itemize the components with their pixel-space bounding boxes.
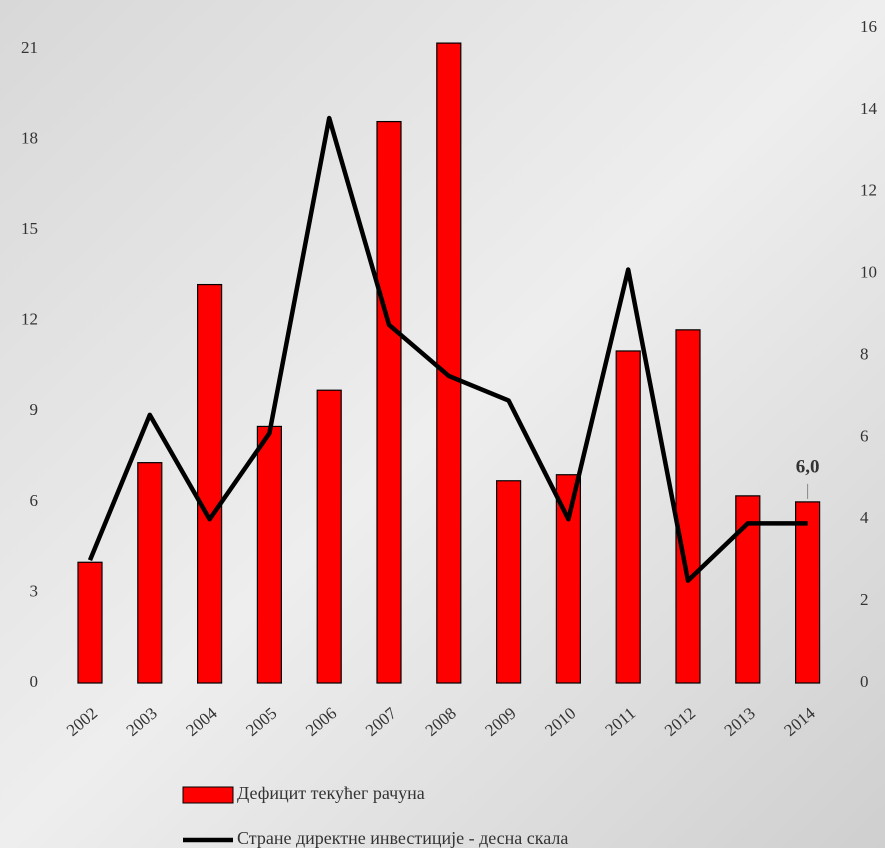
y2-tick-label: 4 [860, 508, 869, 527]
legend-label: Дефицит текућег рачуна [237, 783, 425, 803]
y-tick-label: 0 [30, 672, 39, 691]
bar [735, 495, 761, 684]
y2-tick-label: 10 [860, 263, 877, 282]
y-tick-label: 15 [21, 219, 38, 238]
bar [256, 425, 282, 684]
bar [555, 474, 582, 684]
line [87, 115, 808, 583]
y2-tick-label: 0 [860, 672, 869, 691]
value-label: 6,0 [796, 456, 820, 477]
bar [77, 561, 103, 684]
legend-swatch [182, 786, 234, 804]
y-tick-label: 18 [21, 129, 38, 148]
bar [615, 350, 641, 684]
bar [376, 120, 402, 684]
y2-tick-label: 2 [860, 590, 869, 609]
y2-tick-label: 8 [860, 344, 869, 363]
bar [794, 501, 821, 684]
y-tick-label: 6 [30, 491, 39, 510]
bar [675, 329, 701, 684]
y-tick-label: 12 [21, 310, 38, 329]
bar [316, 389, 342, 684]
y-tick-label: 3 [30, 581, 39, 600]
y2-tick-label: 12 [860, 181, 877, 200]
bar [436, 42, 462, 684]
bar [197, 283, 223, 684]
y-tick-label: 9 [30, 400, 39, 419]
y2-tick-label: 6 [860, 426, 869, 445]
y2-tick-label: 16 [860, 17, 877, 36]
bar [137, 462, 163, 684]
legend-label: Стране директне инвестиције - десна скал… [237, 828, 568, 848]
bar [496, 480, 522, 684]
y2-tick-label: 14 [860, 99, 878, 118]
y-tick-label: 21 [21, 38, 38, 57]
